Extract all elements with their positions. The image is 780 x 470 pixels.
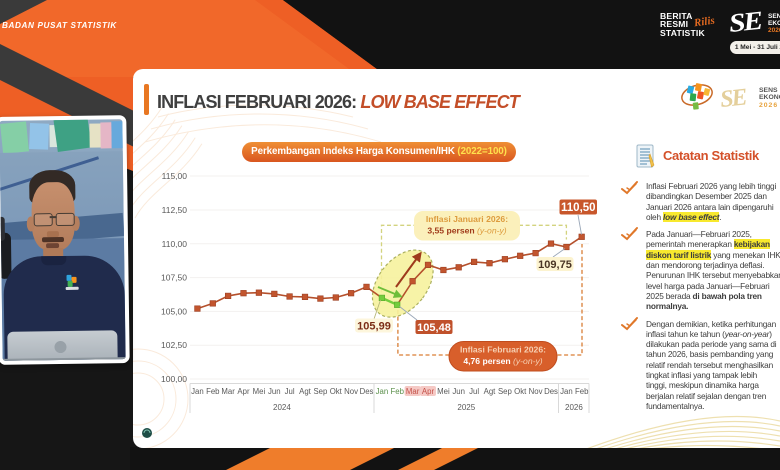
svg-text:115,00: 115,00 (162, 171, 188, 181)
svg-text:Mar: Mar (221, 387, 235, 396)
svg-text:Jan: Jan (376, 387, 389, 396)
svg-text:Jan: Jan (191, 387, 204, 396)
svg-text:Agt: Agt (484, 387, 497, 396)
svg-text:2026: 2026 (565, 403, 583, 412)
svg-text:100,00: 100,00 (161, 374, 187, 384)
svg-text:112,50: 112,50 (162, 205, 188, 215)
svg-text:Nov: Nov (529, 387, 543, 396)
svg-text:Sep: Sep (313, 387, 328, 396)
svg-text:Apr: Apr (237, 387, 250, 396)
svg-text:2024: 2024 (273, 403, 291, 412)
svg-text:Jan: Jan (560, 387, 573, 396)
svg-text:Agt: Agt (299, 387, 312, 396)
svg-text:Okt: Okt (514, 387, 527, 396)
svg-text:Feb: Feb (390, 387, 404, 396)
svg-text:Inflasi Januari 2026:: Inflasi Januari 2026: (426, 214, 508, 224)
svg-text:Apr: Apr (422, 387, 435, 396)
svg-text:Nov: Nov (344, 387, 358, 396)
svg-text:105,48: 105,48 (417, 322, 451, 334)
svg-text:Jun: Jun (268, 387, 281, 396)
svg-text:Des: Des (544, 387, 558, 396)
svg-text:Feb: Feb (206, 387, 220, 396)
svg-text:Jun: Jun (452, 387, 465, 396)
svg-text:Okt: Okt (330, 387, 343, 396)
svg-text:Feb: Feb (575, 387, 589, 396)
svg-text:3,55 persen (y-on-y): 3,55 persen (y-on-y) (427, 226, 506, 236)
svg-text:107,50: 107,50 (161, 273, 187, 283)
svg-text:Mei: Mei (437, 387, 450, 396)
svg-text:109,75: 109,75 (538, 259, 572, 271)
svg-text:Mei: Mei (253, 387, 266, 396)
svg-text:4,76 persen (y-on-y): 4,76 persen (y-on-y) (463, 356, 542, 366)
svg-text:2025: 2025 (457, 403, 475, 412)
svg-text:Jul: Jul (469, 387, 479, 396)
svg-text:102,50: 102,50 (161, 340, 187, 350)
svg-text:Inflasi Februari 2026:: Inflasi Februari 2026: (460, 345, 546, 355)
svg-text:105,00: 105,00 (161, 306, 187, 316)
svg-text:105,99: 105,99 (357, 321, 391, 333)
svg-text:Mar: Mar (406, 387, 420, 396)
svg-text:BADAN PUSAT STATISTIK: BADAN PUSAT STATISTIK (2, 21, 117, 30)
svg-text:110,50: 110,50 (561, 202, 596, 214)
svg-text:Jul: Jul (285, 387, 295, 396)
svg-text:Des: Des (360, 387, 374, 396)
svg-text:SE: SE (719, 84, 748, 113)
svg-text:110,00: 110,00 (162, 239, 188, 249)
svg-text:Sep: Sep (498, 387, 513, 396)
